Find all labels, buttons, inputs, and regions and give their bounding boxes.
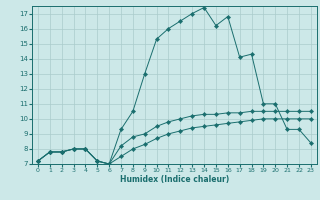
X-axis label: Humidex (Indice chaleur): Humidex (Indice chaleur) (120, 175, 229, 184)
